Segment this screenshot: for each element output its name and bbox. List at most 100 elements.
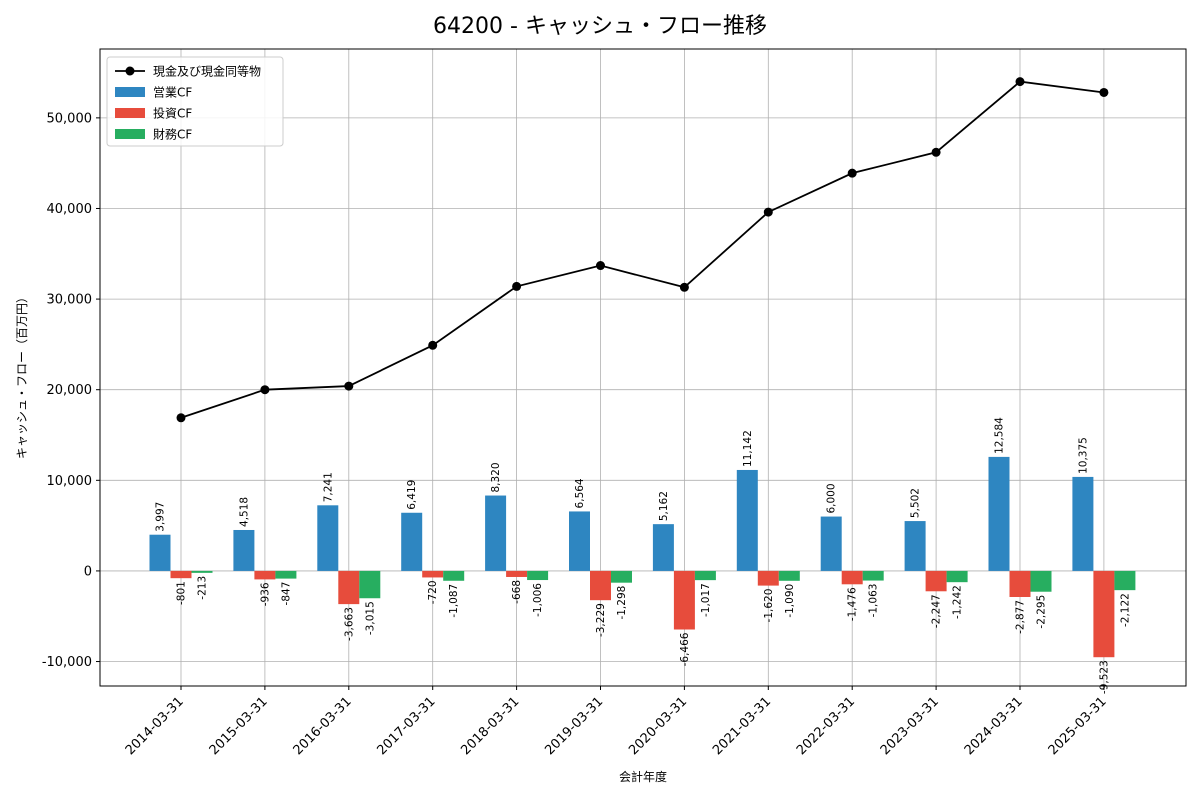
bar-value-label: -2,247 — [931, 594, 943, 628]
bar-value-label: 6,000 — [826, 483, 838, 513]
bar-value-label: 5,502 — [910, 488, 922, 518]
bar-2 — [254, 570, 276, 580]
line-layer — [176, 77, 1109, 423]
bar-value-label: -1,090 — [784, 584, 796, 618]
legend-entry: 現金及び現金同等物 — [153, 64, 261, 79]
bar-2 — [1009, 570, 1031, 597]
y-tick-label: 10,000 — [47, 474, 93, 489]
cash-point — [847, 168, 857, 178]
bar-value-label: 8,320 — [490, 462, 502, 492]
bar-3 — [275, 570, 297, 579]
bar-1 — [485, 495, 507, 571]
bar-1 — [736, 469, 758, 571]
cash-point — [763, 207, 773, 217]
cash-point — [260, 385, 270, 395]
cash-point — [1015, 77, 1025, 87]
bar-value-label: 12,584 — [994, 417, 1006, 454]
bar-value-label: -1,087 — [448, 584, 460, 618]
legend-bar-swatch — [115, 108, 145, 118]
legend-bar-swatch — [115, 129, 145, 139]
bar-1 — [401, 512, 423, 571]
y-tick-label: 50,000 — [47, 111, 93, 126]
bar-3 — [191, 570, 213, 573]
bar-value-label: -668 — [511, 580, 523, 604]
bar-1 — [149, 534, 171, 571]
bar-3 — [611, 570, 632, 583]
legend-box — [106, 56, 284, 147]
legend-bar-swatch — [115, 87, 145, 97]
bar-1 — [904, 521, 926, 571]
bar-3 — [1030, 570, 1052, 592]
bar-3 — [359, 570, 381, 599]
bar-3 — [694, 570, 716, 581]
cash-point — [176, 413, 186, 423]
bar-2 — [673, 570, 695, 630]
bar-value-label: -2,295 — [1036, 595, 1048, 629]
bar-2 — [338, 570, 360, 605]
y-axis-label: キャッシュ・フロー（百万円） — [15, 291, 29, 459]
bar-2 — [841, 570, 863, 585]
bar-1 — [317, 505, 339, 571]
bar-value-label: -3,229 — [595, 603, 607, 637]
cash-point — [679, 282, 689, 292]
bar-value-label: 10,375 — [1077, 437, 1089, 474]
chart-title: 64200 - キャッシュ・フロー推移 — [433, 14, 767, 39]
bar-2 — [170, 570, 192, 579]
bar-3 — [443, 570, 465, 581]
cash-point — [428, 340, 438, 350]
bar-value-label: -1,476 — [847, 587, 859, 621]
cash-point — [512, 281, 522, 291]
bar-value-label: -3,663 — [343, 607, 355, 641]
cash-line — [180, 80, 1105, 419]
bar-1 — [1072, 476, 1094, 571]
bar-value-label: -1,006 — [532, 583, 544, 617]
y-tick-label: 0 — [84, 564, 92, 579]
cash-point — [931, 147, 941, 157]
bar-1 — [820, 516, 842, 571]
bar-value-label: -1,242 — [952, 585, 964, 619]
legend-entry: 財務CF — [153, 127, 192, 142]
labels-layer: 3,997 4,518 7,241 6,419 8,320 6,564 5,162 11,14… — [155, 417, 1132, 694]
cash-point — [596, 261, 605, 271]
bar-2 — [590, 570, 611, 601]
bar-value-label: -213 — [197, 576, 209, 600]
bar-2 — [422, 570, 444, 578]
cash-point — [344, 381, 354, 391]
bar-value-label: -720 — [427, 580, 439, 604]
bars-layer — [149, 456, 1136, 658]
bar-value-label: -2,877 — [1015, 600, 1027, 634]
y-tick-label: 30,000 — [47, 293, 93, 308]
bar-value-label: -801 — [176, 581, 188, 605]
y-tick-label: 40,000 — [47, 202, 93, 217]
legend-entry: 営業CF — [153, 86, 192, 100]
cash-point — [1099, 87, 1109, 97]
y-tick-label: 20,000 — [47, 383, 93, 398]
bar-2 — [925, 570, 947, 592]
bar-3 — [1114, 570, 1136, 591]
bar-value-label: -847 — [280, 582, 292, 606]
bar-value-label: 6,564 — [574, 478, 586, 508]
bar-value-label: 11,142 — [742, 430, 754, 467]
bar-value-label: -936 — [259, 582, 271, 606]
bar-2 — [506, 570, 528, 577]
bar-3 — [862, 570, 884, 581]
bar-value-label: 4,518 — [238, 497, 250, 527]
bar-3 — [946, 570, 968, 583]
bar-value-label: -3,015 — [364, 601, 376, 635]
x-axis-label: 会計年度 — [619, 769, 667, 784]
bar-value-label: 3,997 — [155, 502, 167, 532]
bar-3 — [778, 570, 800, 581]
bar-1 — [988, 456, 1010, 571]
bar-value-label: 7,241 — [322, 472, 334, 502]
plot-frame — [99, 48, 1187, 687]
bar-value-label: -6,466 — [679, 632, 691, 666]
legend-entry: 投資CF — [153, 106, 192, 121]
bar-1 — [652, 524, 674, 571]
legend-marker — [125, 66, 135, 76]
bar-value-label: 5,162 — [658, 491, 670, 521]
bar-2 — [1093, 570, 1115, 658]
y-tick-label: -10,000 — [42, 655, 92, 670]
bar-value-label: 6,419 — [406, 480, 418, 510]
